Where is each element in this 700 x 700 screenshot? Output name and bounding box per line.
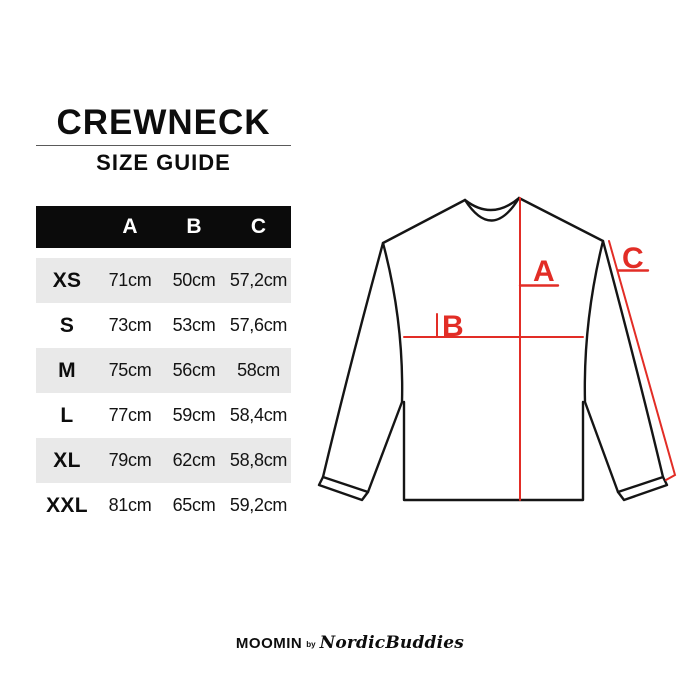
measurement-b: 59cm — [172, 405, 216, 425]
left-cuff — [317, 475, 370, 502]
label-a: A — [533, 255, 555, 288]
size-label: L — [60, 403, 74, 427]
page-subtitle: SIZE GUIDE — [96, 150, 231, 175]
measurement-c: 59,2cm — [229, 495, 288, 515]
brand-nordicbuddies-logo: NordicBuddies — [319, 633, 465, 653]
measurement-a: 77cm — [108, 405, 152, 425]
measurement-b: 65cm — [172, 495, 216, 515]
column-header-a: A — [122, 215, 138, 238]
measurement-a: 71cm — [108, 270, 152, 290]
measurement-b: 50cm — [172, 270, 216, 290]
size-label: XS — [52, 268, 82, 292]
measurement-a: 81cm — [108, 495, 152, 515]
brand-footer: MOOMIN by NordicBuddies — [0, 633, 700, 653]
column-header-b: B — [186, 215, 202, 238]
measurement-a: 79cm — [108, 450, 152, 470]
table-row: L 77cm 59cm 58,4cm — [36, 393, 291, 438]
brand-by-text: by — [306, 640, 316, 649]
label-c: C — [622, 242, 644, 275]
label-b: B — [442, 310, 464, 343]
right-armhole-sleeve-inner — [583, 239, 620, 494]
measurement-b: 62cm — [172, 450, 216, 470]
measurement-c: 58,8cm — [229, 450, 288, 470]
measurement-lines — [403, 197, 677, 501]
measurement-c: 58,4cm — [229, 405, 288, 425]
measurement-c: 58cm — [237, 360, 280, 380]
size-table: A B C XS 71cm 50cm 57,2cm S 73cm 53cm 57… — [36, 206, 291, 528]
table-row: XL 79cm 62cm 58,8cm — [36, 438, 291, 483]
right-shoulder-sleeve-outer — [517, 196, 665, 479]
page-title: CREWNECK — [56, 103, 271, 142]
collar-upper-arc — [463, 196, 521, 212]
table-header-row: A B C — [36, 206, 291, 248]
brand-moomin-logo: MOOMIN — [235, 635, 303, 652]
size-label: S — [59, 313, 75, 337]
torso-outline — [402, 400, 585, 502]
table-row: S 73cm 53cm 57,6cm — [36, 303, 291, 348]
measurement-line-c — [608, 240, 677, 481]
collar-lower-arc — [463, 196, 521, 222]
table-row: XXL 81cm 65cm 59,2cm — [36, 483, 291, 528]
size-label: XXL — [46, 493, 88, 517]
measurement-b: 53cm — [172, 315, 216, 335]
measurement-c: 57,2cm — [229, 270, 288, 290]
measurement-a: 75cm — [108, 360, 152, 380]
crewneck-diagram: A B C — [317, 196, 677, 502]
left-armhole-sleeve-inner — [366, 241, 404, 494]
column-header-c: C — [250, 215, 267, 238]
measurement-b: 56cm — [172, 360, 216, 380]
title-divider — [36, 145, 291, 146]
measurement-labels: A B C — [442, 242, 644, 343]
table-row: M 75cm 56cm 58cm — [36, 348, 291, 393]
measurement-a: 73cm — [108, 315, 152, 335]
left-shoulder-sleeve-outer — [321, 198, 467, 479]
sweater-outline — [317, 196, 669, 502]
measurement-c: 57,6cm — [229, 315, 288, 335]
size-label: M — [58, 358, 76, 382]
size-label: XL — [53, 448, 81, 472]
table-row: XS 71cm 50cm 57,2cm — [36, 258, 291, 303]
right-cuff — [616, 475, 669, 502]
